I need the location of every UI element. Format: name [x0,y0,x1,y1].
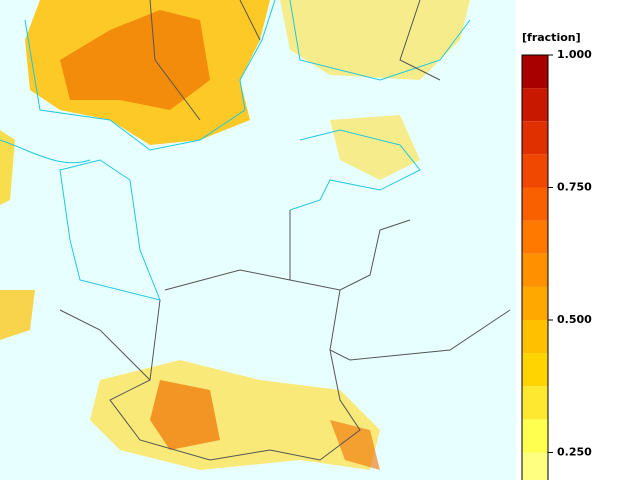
colorbar-title: [fraction] [522,31,581,44]
colorbar-segment [522,253,548,287]
colorbar-tick-label: 0.250 [557,446,592,459]
colorbar-segment [522,220,548,254]
colorbar-frame [521,54,549,480]
colorbar-segment [522,88,548,122]
colorbar-segment [522,386,548,420]
colorbar-segment [522,353,548,387]
colorbar-segment [522,419,548,453]
colorbar-tick-label: 1.000 [557,48,592,61]
map-field [0,0,470,470]
colorbar-segment [522,154,548,188]
colorbar-segment [522,452,548,480]
colorbar-segment [522,55,548,89]
colorbar-segment [522,187,548,221]
colorbar-segment [522,320,548,354]
colorbar-tick-label: 0.500 [557,313,592,326]
colorbar-segment [522,121,548,155]
colorbar-tick-label: 0.750 [557,181,592,194]
map-lines [0,0,511,461]
colorbar-segment [522,286,548,320]
